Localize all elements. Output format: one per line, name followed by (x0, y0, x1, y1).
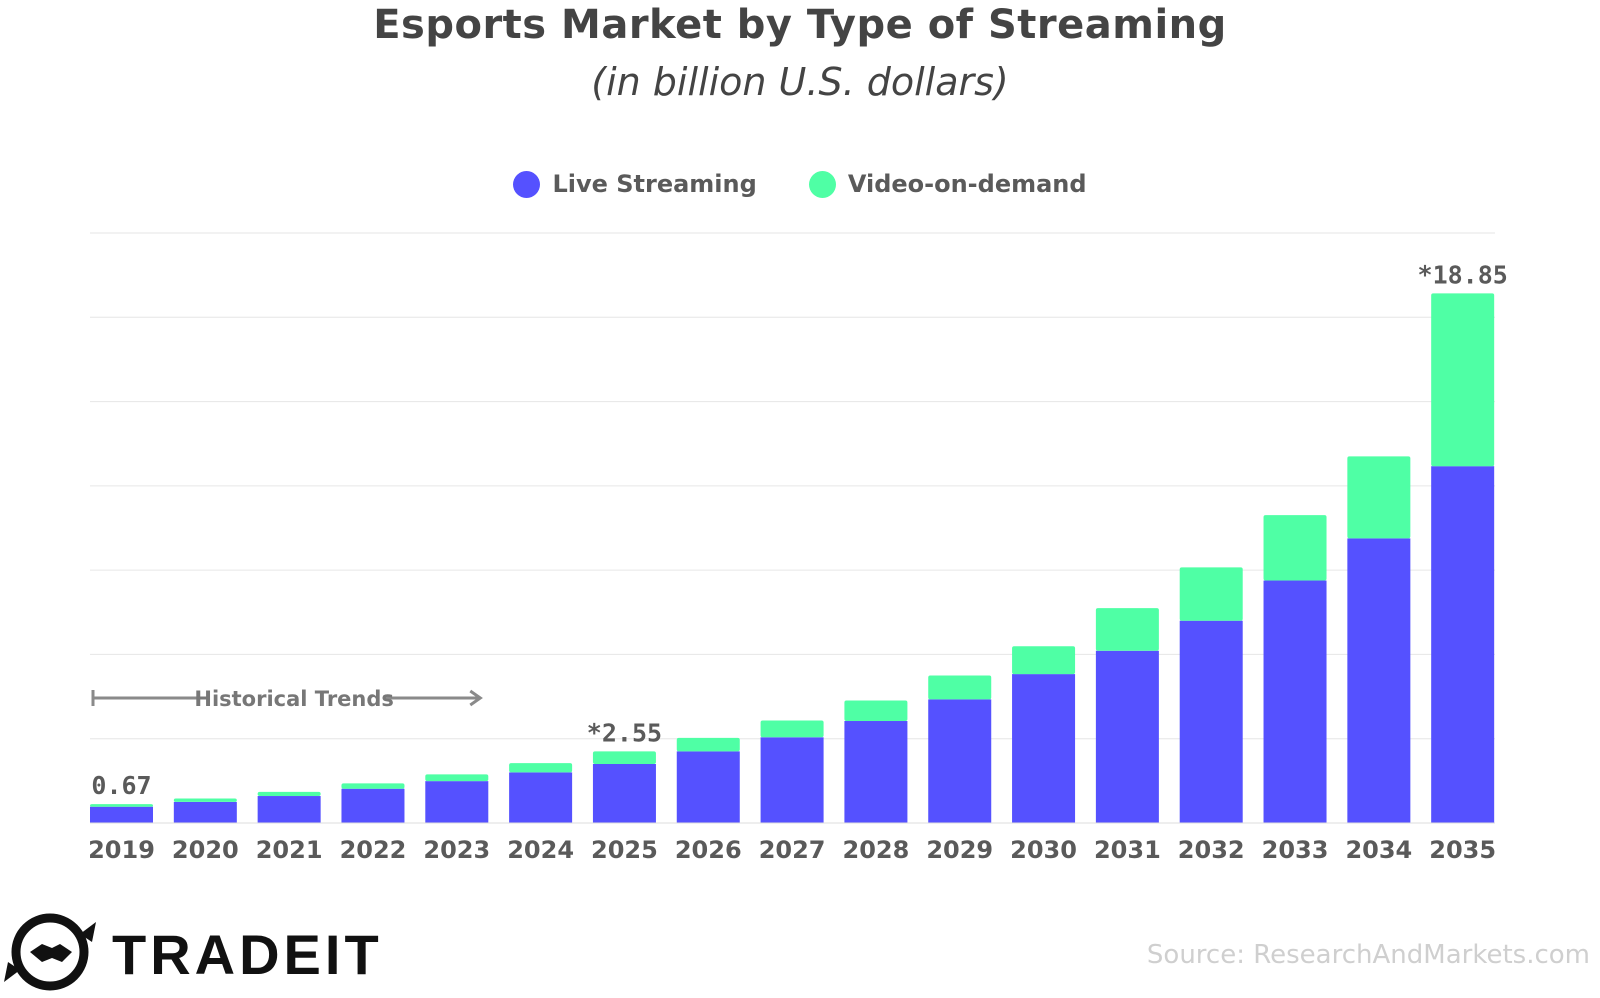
legend-item-video-on-demand: Video-on-demand (808, 170, 1087, 198)
bar-video-on-demand-2033 (1263, 515, 1327, 581)
bar-video-on-demand-2026 (676, 737, 740, 752)
x-tick-label-2026: 2026 (675, 836, 742, 864)
bar-video-on-demand-2023 (425, 774, 489, 782)
chart-title: Esports Market by Type of Streaming (373, 2, 1227, 48)
bar-video-on-demand-2027 (760, 720, 824, 738)
x-tick-label-2028: 2028 (843, 836, 910, 864)
bar-video-on-demand-2030 (1012, 646, 1076, 675)
bar-live-streaming-2020 (173, 801, 237, 823)
bar-live-streaming-2025 (592, 764, 656, 823)
bar-live-streaming-2034 (1347, 538, 1411, 823)
data-label-2025: *2.55 (587, 718, 662, 747)
bar-video-on-demand-2022 (341, 783, 405, 789)
bar-live-streaming-2031 (1095, 650, 1159, 823)
x-tick-label-2032: 2032 (1178, 836, 1245, 864)
bar-video-on-demand-2021 (257, 791, 321, 797)
legend-label-live-streaming: Live Streaming (552, 170, 757, 198)
x-tick-label-2024: 2024 (507, 836, 574, 864)
bar-live-streaming-2021 (257, 796, 321, 823)
bar-live-streaming-2027 (760, 737, 824, 823)
bar-live-streaming-2032 (1179, 620, 1243, 823)
x-tick-label-2023: 2023 (423, 836, 490, 864)
x-tick-label-2031: 2031 (1094, 836, 1161, 864)
bar-video-on-demand-2035 (1431, 293, 1495, 467)
bar-video-on-demand-2019 (90, 804, 153, 807)
x-tick-label-2029: 2029 (926, 836, 993, 864)
brand-logo-text: TRADEIT (112, 923, 383, 986)
x-tick-label-2019: 2019 (88, 836, 155, 864)
bar-live-streaming-2029 (928, 699, 992, 823)
source-note: Source: ResearchAndMarkets.com (1146, 940, 1590, 970)
bar-live-streaming-2030 (1012, 674, 1076, 823)
bar-live-streaming-2019 (90, 806, 153, 823)
bar-live-streaming-2024 (509, 772, 573, 823)
bar-live-streaming-2023 (425, 781, 489, 823)
chart-plot: 2019 2020 2021 2022 2023 2024 2025 2026 2027 2028… (88, 232, 1508, 864)
bar-video-on-demand-2029 (928, 675, 992, 700)
chart-subtitle: (in billion U.S. dollars) (591, 60, 1009, 104)
x-tick-label-2035: 2035 (1429, 836, 1496, 864)
x-tick-label-2021: 2021 (256, 836, 323, 864)
data-label-2019: 0.67 (91, 771, 151, 800)
data-label-2035: *18.85 (1418, 260, 1508, 289)
bar-video-on-demand-2031 (1095, 608, 1159, 651)
chart-legend: Live Streaming Video-on-demand (0, 170, 1600, 198)
x-tick-label-2022: 2022 (340, 836, 407, 864)
bar-video-on-demand-2020 (173, 798, 237, 802)
bar-video-on-demand-2028 (844, 700, 908, 722)
x-tick-label-2034: 2034 (1345, 836, 1412, 864)
bar-live-streaming-2028 (844, 721, 908, 823)
bar-video-on-demand-2025 (592, 751, 656, 764)
bar-live-streaming-2026 (676, 751, 740, 823)
legend-swatch-video-on-demand (808, 170, 836, 198)
annotation-label-0: Historical Trends (194, 687, 394, 711)
legend-swatch-live-streaming (513, 170, 541, 198)
bar-video-on-demand-2024 (509, 763, 573, 773)
bar-video-on-demand-2032 (1179, 567, 1243, 621)
x-tick-label-2027: 2027 (759, 836, 826, 864)
bar-video-on-demand-2034 (1347, 456, 1411, 539)
bar-live-streaming-2035 (1431, 466, 1495, 823)
legend-item-live-streaming: Live Streaming (513, 170, 757, 198)
legend-label-video-on-demand: Video-on-demand (847, 170, 1087, 198)
handshake-icon (4, 913, 96, 991)
annotation-arrow-head-0 (469, 689, 483, 707)
x-tick-label-2025: 2025 (591, 836, 658, 864)
x-tick-label-2033: 2033 (1262, 836, 1329, 864)
bar-live-streaming-2022 (341, 788, 405, 823)
x-tick-label-2020: 2020 (172, 836, 239, 864)
x-tick-label-2030: 2030 (1010, 836, 1077, 864)
bar-live-streaming-2033 (1263, 580, 1327, 823)
